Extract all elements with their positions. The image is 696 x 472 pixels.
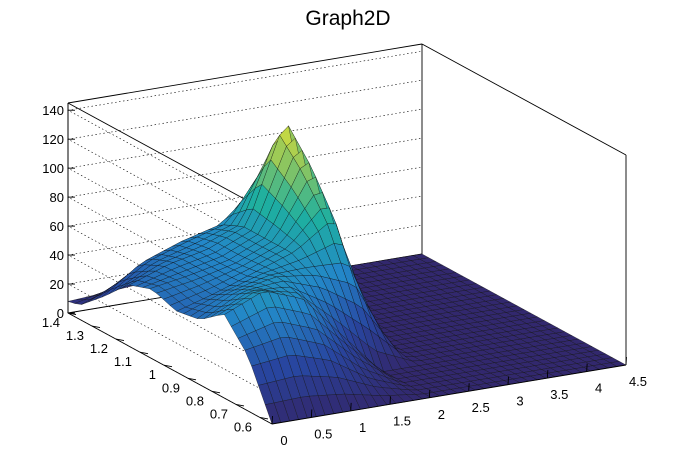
y-tick-label: 1.1 [114,354,132,369]
x-tick-label: 3.5 [550,387,568,402]
y-tick-label: 1.4 [42,315,60,330]
surface-mesh [67,125,627,425]
z-tick-label: 120 [42,132,64,147]
z-tick-label: 0 [57,306,64,321]
y-tick-label: 1 [149,367,156,382]
y-tick [259,417,269,420]
y-tick-label: 0.7 [210,406,228,421]
x-tick [468,383,470,392]
z-tick-label: 40 [50,248,64,263]
x-tick [350,402,352,411]
y-tick [139,351,149,355]
y-tick-label: 1.3 [66,328,84,343]
x-axis-line [271,364,627,425]
y-tick [91,325,101,329]
x-tick-label: 1 [359,420,366,435]
frame-edge [421,43,627,156]
y-tick-label: 1.2 [90,341,108,356]
x-tick [310,409,313,418]
x-tick-label: 3 [516,394,523,409]
y-tick-label: 0.6 [234,419,252,434]
x-tick-label: 4 [595,381,602,396]
chart-title: Graph2D [305,7,390,30]
x-tick [625,356,627,366]
front-frame [67,155,627,425]
frame-edge [67,43,423,104]
z-tick-label: 140 [42,103,64,118]
x-tick-label: 0.5 [314,426,332,441]
x-tick-label: 2 [438,407,445,422]
y-axis-line [67,312,273,425]
y-tick [163,364,173,368]
y-tick-label: 0.8 [186,393,204,408]
axis-ticks: 0 0.5 1 1.5 2 2.5 3 3.5 4 4.5 0.6 0.7 0.8 0.9 1 1.1 1.2 1… [42,103,647,448]
x-tick [389,396,391,405]
x-tick [428,389,431,398]
z-tick-label: 80 [50,190,64,205]
x-tick-label: 2.5 [472,400,490,415]
y-tick-label: 0.9 [162,380,180,395]
x-tick-label: 1.5 [393,413,411,428]
z-tick-label: 20 [50,277,64,292]
y-tick [115,338,125,342]
z-tick-label: 60 [50,219,64,234]
x-tick [271,415,273,425]
z-tick-label: 100 [42,161,64,176]
x-tick [546,370,549,379]
x-tick-label: 0 [280,433,287,448]
x-tick-label: 4.5 [629,374,647,389]
y-tick [235,403,245,407]
frame-edge [67,102,273,215]
x-tick [507,376,509,385]
x-tick [586,363,588,372]
y-tick [211,390,221,394]
y-tick [187,377,197,381]
